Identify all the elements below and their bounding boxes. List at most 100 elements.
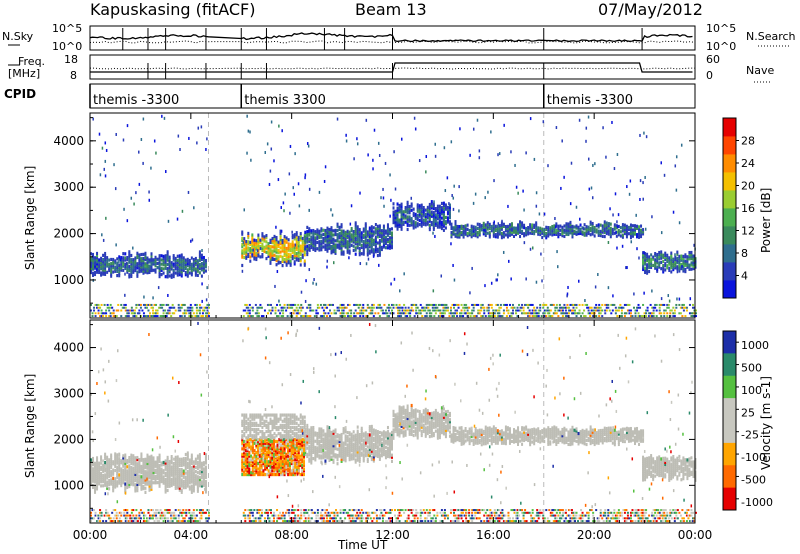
velocity-cell xyxy=(202,471,205,475)
power-cell xyxy=(406,200,409,204)
power-cell xyxy=(342,309,345,312)
power-cell xyxy=(326,247,329,251)
power-cell xyxy=(418,214,421,218)
velocity-cell xyxy=(112,482,115,487)
power-cell xyxy=(293,256,296,260)
velocity-cell xyxy=(142,487,145,491)
power-cell xyxy=(310,229,313,233)
velocity-cell xyxy=(170,477,173,481)
power-cell xyxy=(414,223,417,227)
power-cell xyxy=(188,258,191,263)
velocity-cell xyxy=(136,489,139,493)
power-cell xyxy=(154,264,157,268)
power-cell xyxy=(650,263,653,267)
power-cell xyxy=(130,306,133,309)
velocity-cell xyxy=(360,426,363,430)
power-cell xyxy=(304,312,307,315)
power-speckle xyxy=(609,207,611,211)
power-speckle xyxy=(689,297,692,301)
power-cell xyxy=(413,303,416,306)
power-cell xyxy=(693,306,696,309)
power-cell xyxy=(142,259,145,263)
power-cell xyxy=(354,240,357,244)
power-cell xyxy=(328,242,331,246)
velocity-cell xyxy=(348,449,351,453)
power-cell xyxy=(574,303,576,306)
velocity-cell xyxy=(356,431,359,435)
velocity-cell xyxy=(360,443,363,447)
velocity-cell xyxy=(310,428,313,432)
power-cell xyxy=(463,303,466,306)
power-cell xyxy=(432,206,435,211)
velocity-cell xyxy=(122,460,125,464)
power-cell xyxy=(154,270,157,274)
velocity-cell xyxy=(114,477,117,481)
velocity-cell xyxy=(156,481,159,485)
power-cell xyxy=(468,306,471,309)
cpid-panel: CPID themis -3300 themis 3300 themis -3300 xyxy=(4,83,696,109)
power-cell xyxy=(98,262,101,266)
power-cell xyxy=(356,312,359,315)
velocity-cell xyxy=(94,476,97,480)
power-cell xyxy=(502,303,505,306)
velocity-cell xyxy=(336,457,339,462)
power-cell xyxy=(167,309,170,312)
velocity-cell xyxy=(180,457,183,461)
velocity-cell xyxy=(166,459,169,464)
power-speckle xyxy=(567,285,569,289)
power-cell xyxy=(416,207,419,211)
power-cell xyxy=(603,228,606,232)
velocity-cell xyxy=(148,472,151,476)
velocity-cell xyxy=(132,462,135,466)
power-cell xyxy=(398,312,401,315)
power-cell xyxy=(499,306,502,309)
power-cell xyxy=(359,312,362,315)
velocity-cell xyxy=(364,439,367,443)
power-cell xyxy=(358,232,361,236)
freq-right-tick-top: 60 xyxy=(706,53,720,66)
power-cell xyxy=(438,223,441,227)
power-cell xyxy=(190,256,193,260)
velocity-cell xyxy=(344,430,347,434)
velocity-cell xyxy=(356,456,359,460)
power-cell xyxy=(342,233,345,237)
power-cell xyxy=(673,312,676,315)
power-cell xyxy=(251,241,254,245)
power-cell xyxy=(512,230,515,234)
velocity-cell xyxy=(124,453,127,457)
power-cell xyxy=(456,235,459,239)
power-cell xyxy=(129,309,132,312)
power-cell xyxy=(669,312,672,315)
power-speckle xyxy=(269,169,272,173)
power-speckle xyxy=(132,246,134,250)
velocity-cell xyxy=(186,484,189,488)
power-cell xyxy=(392,202,395,206)
power-cell xyxy=(690,257,693,261)
power-cell xyxy=(352,248,355,252)
velocity-cell xyxy=(358,457,361,462)
power-cell xyxy=(613,223,616,227)
power-cell xyxy=(504,227,507,231)
velocity-cell xyxy=(196,483,199,487)
power-cell xyxy=(174,261,177,265)
velocity-cell xyxy=(118,473,121,477)
velocity-cell xyxy=(92,477,95,481)
power-cell xyxy=(195,309,198,312)
power-cell xyxy=(360,233,363,237)
velocity-cell xyxy=(142,476,145,480)
power-cell xyxy=(259,244,262,249)
power-cell xyxy=(670,270,673,274)
power-cell xyxy=(408,217,411,221)
power-cell xyxy=(424,315,427,318)
power-cell xyxy=(492,232,495,236)
power-cell xyxy=(593,228,596,232)
velocity-cell xyxy=(128,460,131,464)
power-speckle xyxy=(308,229,310,233)
velocity-cell xyxy=(384,445,387,449)
velocity-cell xyxy=(94,465,97,470)
power-cell xyxy=(336,237,339,241)
power-cell xyxy=(198,256,201,260)
power-cell xyxy=(191,315,194,318)
velocity-cell xyxy=(116,455,119,459)
velocity-cell xyxy=(344,446,347,450)
